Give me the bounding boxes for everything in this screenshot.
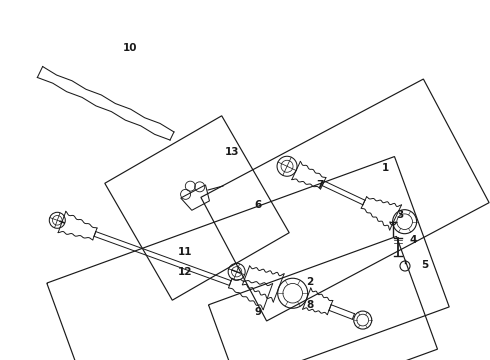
Text: 1: 1: [381, 163, 389, 173]
Text: 6: 6: [254, 200, 262, 210]
Text: 2: 2: [306, 277, 314, 287]
Text: 10: 10: [123, 43, 137, 53]
Text: 9: 9: [254, 307, 262, 317]
Text: 7: 7: [317, 180, 324, 190]
Text: 5: 5: [421, 260, 429, 270]
Text: 11: 11: [178, 247, 192, 257]
Text: 8: 8: [306, 300, 314, 310]
Text: 13: 13: [225, 147, 239, 157]
Text: 12: 12: [178, 267, 192, 277]
Text: 4: 4: [409, 235, 416, 245]
Text: 3: 3: [396, 210, 404, 220]
